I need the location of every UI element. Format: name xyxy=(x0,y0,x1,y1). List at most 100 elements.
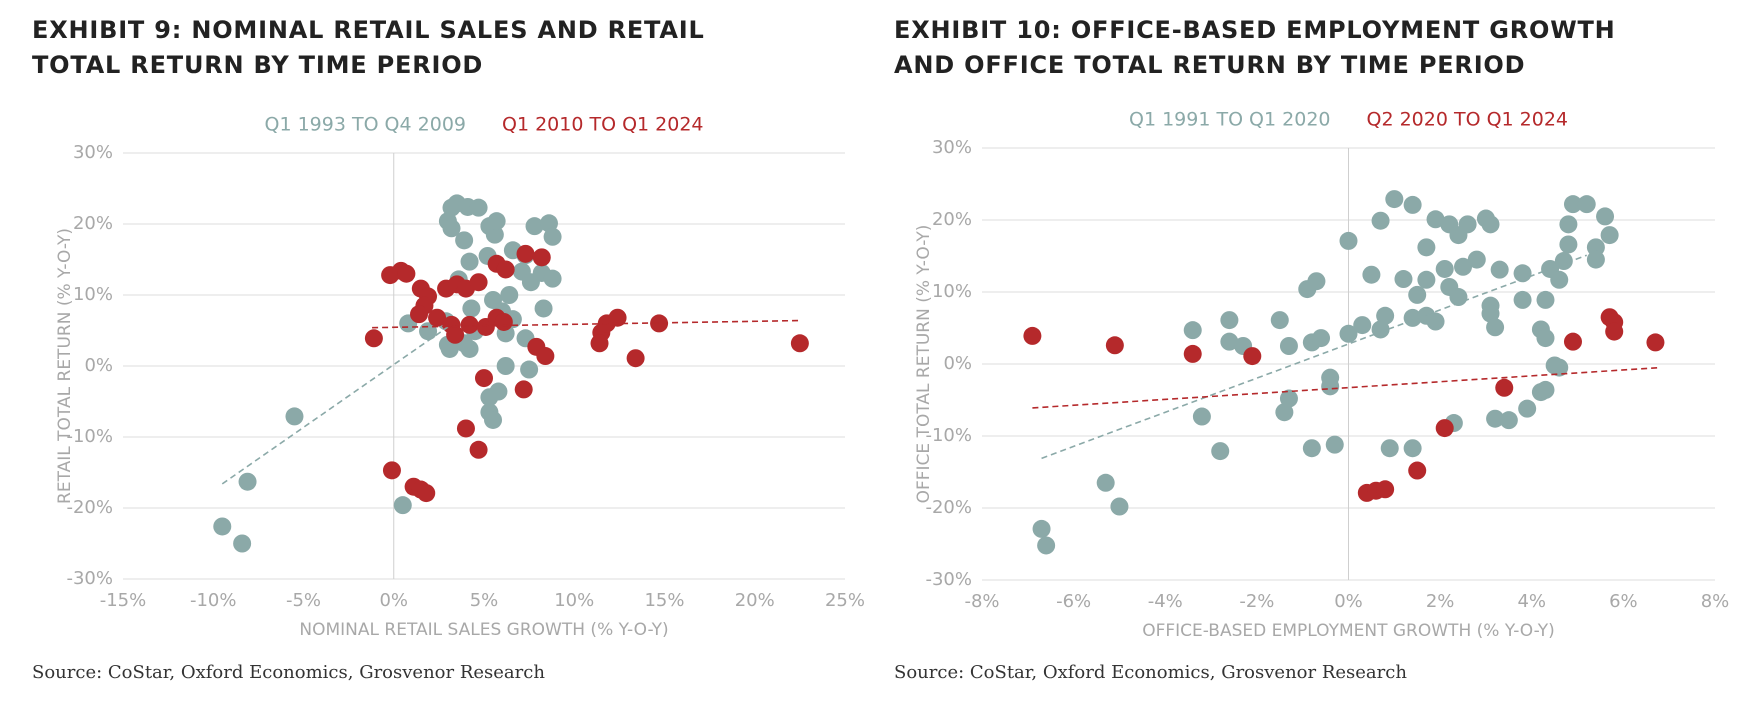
chart-title: AND OFFICE TOTAL RETURN BY TIME PERIOD xyxy=(894,51,1525,79)
data-point xyxy=(1646,333,1665,352)
y-tick-label: 20% xyxy=(73,213,113,234)
data-point xyxy=(1449,288,1468,307)
data-point xyxy=(1454,257,1473,276)
y-tick-label: 0% xyxy=(943,353,972,374)
x-tick-label: 0% xyxy=(379,590,408,611)
data-point xyxy=(1376,306,1395,325)
data-point xyxy=(500,286,519,304)
data-point xyxy=(410,305,429,324)
data-point xyxy=(417,484,436,503)
data-point xyxy=(1023,326,1042,345)
data-point xyxy=(790,334,809,353)
data-point xyxy=(1559,235,1578,254)
data-point xyxy=(485,225,504,244)
data-point xyxy=(456,419,475,438)
data-point xyxy=(1307,272,1326,291)
y-tick-label: 20% xyxy=(932,209,972,230)
data-point xyxy=(1037,536,1056,555)
x-tick-label: -8% xyxy=(964,591,999,612)
data-point xyxy=(1596,207,1615,226)
data-point xyxy=(1435,259,1454,278)
legend-entry: Q1 1991 TO Q1 2020 xyxy=(1129,109,1331,131)
data-point xyxy=(1279,389,1298,408)
data-point xyxy=(1435,419,1454,438)
data-point xyxy=(496,357,515,375)
data-point xyxy=(487,212,506,231)
data-point xyxy=(1486,409,1505,428)
data-point xyxy=(1220,332,1239,351)
y-axis-label: RETAIL TOTAL RETURN (% Y-O-Y) xyxy=(55,228,75,504)
x-tick-label: 0% xyxy=(1334,591,1363,612)
data-point xyxy=(521,273,540,292)
data-point xyxy=(1380,439,1399,458)
x-tick-label: -5% xyxy=(286,590,321,611)
data-point xyxy=(1371,320,1390,339)
data-point xyxy=(1362,265,1381,284)
y-tick-label: 0% xyxy=(84,355,113,376)
data-point xyxy=(1577,195,1596,214)
data-point xyxy=(1302,439,1321,458)
y-tick-label: 10% xyxy=(932,281,972,302)
legend-entry: Q1 1993 TO Q4 2009 xyxy=(264,114,466,136)
y-tick-label: -10% xyxy=(66,426,113,447)
y-tick-label: -10% xyxy=(925,425,972,446)
data-point xyxy=(650,314,669,333)
data-point xyxy=(590,334,609,353)
data-point xyxy=(440,339,459,358)
x-tick-label: 5% xyxy=(470,590,499,611)
data-point xyxy=(1371,211,1390,230)
data-point xyxy=(460,315,479,334)
data-point xyxy=(1339,324,1358,343)
data-point xyxy=(1426,312,1445,331)
trend-line xyxy=(372,319,800,329)
data-point xyxy=(543,227,562,246)
data-point xyxy=(285,407,304,426)
data-point xyxy=(1403,439,1422,458)
data-point xyxy=(462,299,481,318)
data-point xyxy=(233,534,252,553)
data-point xyxy=(1513,290,1532,309)
data-point xyxy=(520,360,539,379)
data-point xyxy=(382,461,401,480)
data-point xyxy=(1426,210,1445,229)
data-point xyxy=(1192,407,1211,426)
data-point xyxy=(1559,215,1578,234)
x-tick-label: 2% xyxy=(1426,591,1455,612)
trend-line xyxy=(1032,366,1661,409)
source: Source: CoStar, Oxford Economics, Grosve… xyxy=(32,662,545,683)
x-tick-label: 4% xyxy=(1517,591,1546,612)
y-tick-label: -30% xyxy=(66,568,113,589)
data-point xyxy=(1275,403,1294,422)
data-point xyxy=(1536,380,1555,399)
data-point xyxy=(1481,304,1500,323)
data-point xyxy=(1183,321,1202,340)
data-point xyxy=(455,231,474,250)
x-tick-label: -10% xyxy=(190,590,237,611)
data-point xyxy=(460,252,479,271)
data-point xyxy=(1096,473,1115,492)
data-point xyxy=(1550,270,1569,289)
data-point xyxy=(1243,347,1262,366)
legend-entry: Q1 2010 TO Q1 2024 xyxy=(502,114,704,136)
data-point xyxy=(543,269,562,288)
data-point xyxy=(428,308,447,327)
data-point xyxy=(393,496,412,515)
data-point xyxy=(1486,318,1505,337)
data-point xyxy=(1417,270,1436,289)
data-point xyxy=(1032,519,1051,538)
x-tick-label: 8% xyxy=(1701,591,1730,612)
x-tick-label: 20% xyxy=(735,590,775,611)
data-point xyxy=(238,472,257,491)
data-point xyxy=(1490,260,1509,279)
data-point xyxy=(469,440,488,459)
x-tick-label: -15% xyxy=(100,590,147,611)
data-point xyxy=(442,219,461,238)
data-point xyxy=(469,273,488,292)
chart-title: EXHIBIT 9: NOMINAL RETAIL SALES AND RETA… xyxy=(32,16,705,44)
data-point xyxy=(469,198,488,217)
data-point xyxy=(1408,461,1427,480)
data-point xyxy=(1605,322,1624,341)
data-point xyxy=(536,347,555,366)
y-tick-label: -30% xyxy=(925,569,972,590)
data-point xyxy=(1481,215,1500,234)
